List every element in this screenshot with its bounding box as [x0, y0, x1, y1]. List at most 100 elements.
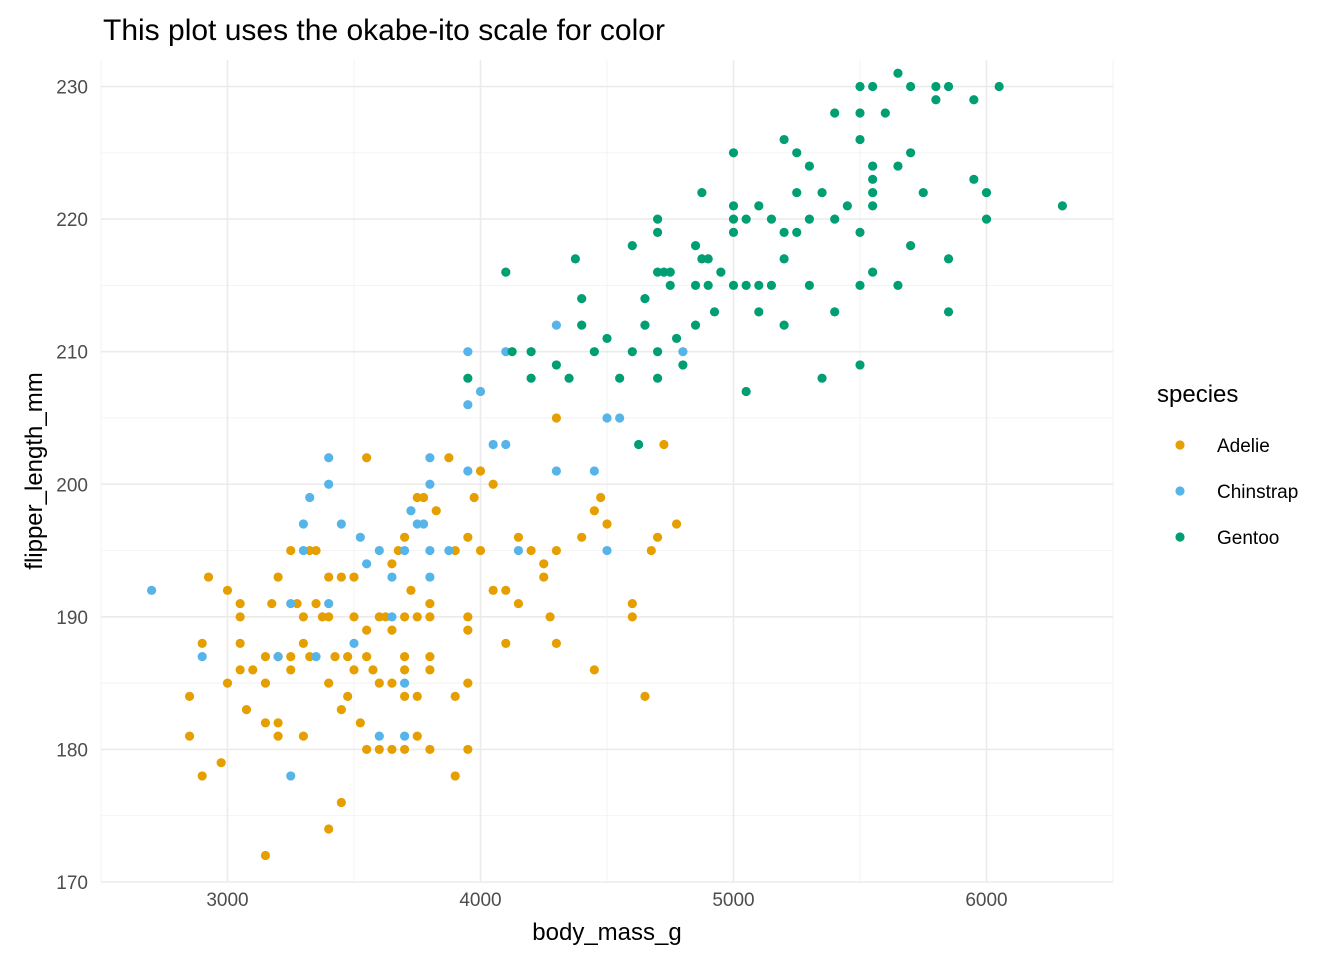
data-point [305, 492, 315, 503]
data-point [463, 532, 473, 542]
data-point [273, 572, 283, 582]
data-point [741, 280, 751, 290]
data-point [728, 280, 739, 290]
data-point [444, 545, 454, 556]
data-point [539, 559, 549, 569]
data-point [197, 771, 207, 781]
data-point [387, 572, 397, 582]
data-point [292, 598, 302, 609]
series-adelie [184, 413, 682, 861]
data-point [981, 187, 992, 198]
data-point [362, 453, 372, 463]
data-point [627, 347, 637, 357]
y-tick-label: 210 [56, 343, 88, 364]
data-point [728, 214, 739, 224]
data-point [526, 347, 536, 357]
data-point [551, 545, 562, 556]
data-point [659, 267, 669, 277]
legend-item-gentoo: Gentoo [1175, 528, 1279, 549]
data-point [709, 307, 720, 317]
data-point [1057, 201, 1067, 211]
data-point [235, 598, 245, 609]
data-point [400, 652, 410, 662]
data-point [184, 731, 195, 741]
data-point [374, 545, 384, 556]
data-point [463, 400, 473, 410]
data-point [792, 148, 802, 158]
data-point [830, 307, 840, 317]
data-point [362, 744, 372, 755]
data-point [260, 678, 271, 688]
data-point [665, 267, 675, 277]
data-point [868, 161, 878, 171]
data-point [317, 612, 327, 622]
data-point [349, 665, 359, 675]
data-point [273, 652, 283, 662]
data-point [893, 161, 903, 171]
x-tick-label: 4000 [459, 890, 501, 911]
data-point [343, 652, 353, 662]
data-point [305, 652, 315, 662]
data-point [842, 201, 852, 211]
data-point [969, 95, 979, 105]
data-point [880, 108, 890, 118]
x-tick-label: 3000 [206, 890, 248, 911]
data-point [324, 572, 334, 582]
data-point [577, 532, 587, 542]
data-point [393, 545, 403, 556]
data-point [406, 506, 416, 516]
data-point [488, 585, 498, 595]
chart-title: This plot uses the okabe-ito scale for c… [103, 14, 665, 47]
data-point [273, 718, 283, 728]
y-tick-label: 200 [56, 475, 88, 496]
data-point [324, 678, 334, 688]
y-tick-label: 190 [56, 608, 88, 629]
data-point [792, 187, 802, 198]
data-point [475, 386, 486, 397]
data-point [716, 267, 726, 277]
data-point [501, 347, 511, 357]
data-point [349, 612, 359, 622]
legend-label: Adelie [1217, 436, 1270, 457]
data-point [918, 187, 928, 198]
data-point [855, 360, 865, 370]
data-point [400, 612, 410, 622]
data-point [475, 545, 486, 556]
data-point [804, 161, 815, 171]
data-point [728, 148, 739, 158]
x-tick-label: 5000 [712, 890, 754, 911]
data-point [463, 744, 473, 755]
data-point [589, 506, 599, 516]
data-point [526, 545, 536, 556]
data-point [298, 519, 308, 529]
data-point [766, 280, 777, 290]
data-point [906, 81, 916, 92]
data-point [640, 320, 650, 330]
legend-item-adelie: Adelie [1175, 436, 1270, 457]
data-point [671, 519, 682, 529]
data-point [260, 718, 271, 728]
data-point [324, 612, 334, 622]
data-point [412, 492, 422, 503]
data-point [235, 665, 245, 675]
data-point [248, 665, 258, 675]
data-point [406, 585, 416, 595]
data-point [646, 545, 656, 556]
data-point [868, 267, 878, 277]
data-point [804, 214, 815, 224]
data-point [387, 612, 397, 622]
data-point [330, 652, 340, 662]
data-point [943, 254, 954, 264]
data-point [374, 612, 384, 622]
data-point [374, 731, 384, 741]
data-point [450, 771, 460, 781]
data-point [298, 545, 308, 556]
data-point [653, 214, 663, 224]
data-point [222, 585, 233, 595]
data-point [779, 254, 789, 264]
data-point [830, 108, 840, 118]
data-point [570, 254, 580, 264]
data-point [931, 81, 941, 92]
data-point [551, 466, 562, 476]
data-point [501, 638, 511, 648]
